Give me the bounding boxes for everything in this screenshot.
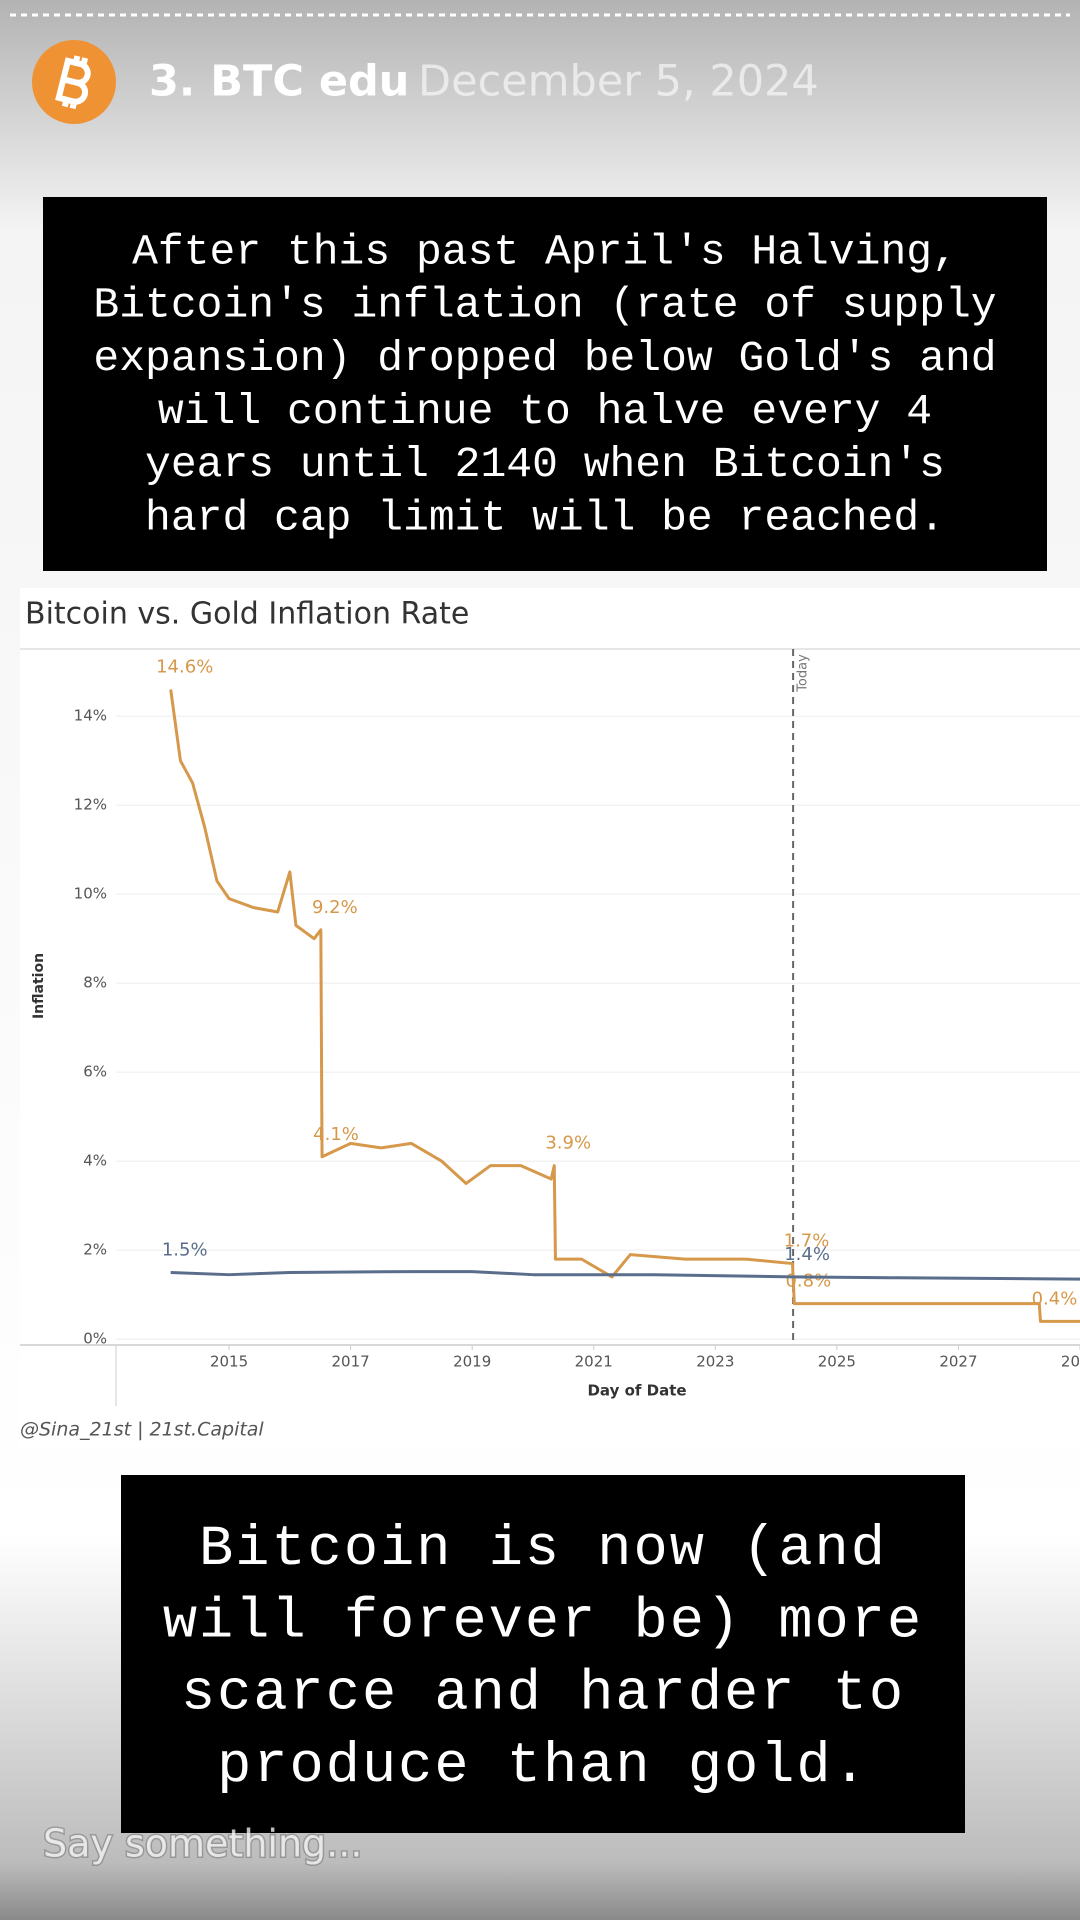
y-tick-label: 4% (83, 1152, 107, 1170)
comment-input[interactable]: Say something... (42, 1820, 364, 1867)
y-tick-label: 10% (74, 885, 107, 903)
data-label: 1.4% (784, 1244, 830, 1265)
plot: 0% 2% 4% 6% 8% 10% 12% 14% 2015 2017 2019 2021 2023 2… (20, 649, 1080, 1406)
avatar-logo (55, 55, 91, 110)
caption-line: will continue to halve every 4 (158, 387, 932, 436)
y-tick-label: 6% (83, 1063, 107, 1081)
caption-line: Bitcoin's inflation (rate of supply (93, 281, 996, 330)
data-label: 0.4% (1032, 1288, 1078, 1309)
data-label: 1.5% (162, 1239, 208, 1260)
caption-line: After this past April's Halving, (132, 227, 958, 276)
series-line (170, 1270, 1080, 1281)
data-label: 14.6% (156, 656, 213, 677)
series-line (169, 689, 1080, 1323)
x-tick-label: 2027 (939, 1353, 977, 1371)
y-axis-title: Inflation (31, 953, 47, 1019)
y-tick-label: 0% (83, 1330, 107, 1348)
x-tick-label: 2019 (453, 1353, 491, 1371)
y-tick-label: 8% (83, 974, 107, 992)
x-tick-label: 2021 (575, 1353, 613, 1371)
caption-box (43, 197, 1047, 571)
y-tick-label: 12% (74, 796, 107, 814)
chart-source: @Sina_21st | 21st.Capital (20, 1419, 264, 1441)
y-tick-label: 14% (74, 707, 107, 725)
caption-line: hard cap limit will be reached. (145, 493, 945, 542)
avatar[interactable] (32, 40, 116, 124)
username[interactable]: 3. BTC edu (149, 57, 409, 107)
caption-box (121, 1475, 965, 1833)
caption: Bitcoin is now (and will forever be) more… (163, 1518, 923, 1799)
x-axis-title: Day of Date (587, 1382, 686, 1400)
x-tick-label: 2023 (696, 1353, 734, 1371)
caption: After this past April's Halving, Bitcoin'… (93, 227, 996, 542)
x-tick-label: 2025 (818, 1353, 856, 1371)
caption-line: scarce and harder to (181, 1663, 905, 1727)
data-label: 9.2% (312, 897, 358, 918)
chart-background (20, 588, 1080, 1448)
data-label: 1.7% (784, 1231, 830, 1252)
caption-line: Bitcoin is now (and (199, 1518, 887, 1582)
x-tick-label: 2015 (210, 1353, 248, 1371)
x-tick-label: 2017 (332, 1353, 370, 1371)
data-label: 3.9% (545, 1133, 591, 1154)
data-label: 0.8% (785, 1271, 831, 1292)
data-label: 4.1% (313, 1124, 359, 1145)
post-date: December 5, 2024 (418, 57, 819, 107)
caption-line: expansion) dropped below Gold's and (93, 334, 996, 383)
chart-title: Bitcoin vs. Gold Inflation Rate (25, 597, 469, 632)
caption-line: produce than gold. (217, 1735, 869, 1799)
x-tick-label: 2029 (1061, 1353, 1080, 1371)
caption-line: years until 2140 when Bitcoin's (145, 440, 945, 489)
y-tick-label: 2% (83, 1241, 107, 1259)
today-label: Today (796, 654, 811, 693)
caption-line: will forever be) more (163, 1590, 923, 1654)
